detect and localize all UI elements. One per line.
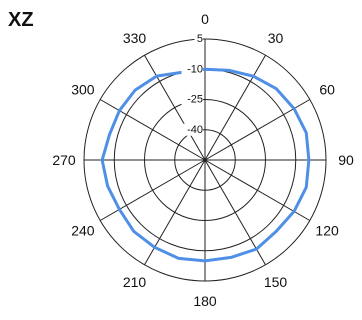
angle-label-300: 300: [71, 82, 95, 98]
grid-spoke-210: [144, 159, 206, 266]
grid-spoke-30: [204, 54, 266, 161]
grid-spoke-240: [99, 159, 206, 221]
angle-label-0: 0: [201, 11, 209, 27]
chart-title: XZ: [8, 9, 34, 31]
angle-label-30: 30: [268, 30, 284, 46]
angle-label-60: 60: [319, 82, 335, 98]
radial-tick-label-2: -25: [187, 94, 203, 106]
angle-label-210: 210: [123, 274, 147, 290]
radial-tick-label-0: 5: [197, 33, 203, 45]
angle-label-330: 330: [123, 30, 147, 46]
radial-label-bg-3: [181, 123, 203, 136]
angle-label-270: 270: [52, 152, 76, 168]
radial-tick-label-1: -10: [187, 63, 203, 75]
radial-tick-label-3: -40: [187, 124, 203, 136]
grid-spoke-300: [99, 99, 206, 161]
radial-label-bg-0: [194, 33, 203, 45]
grid-spoke-150: [204, 159, 266, 266]
angle-label-90: 90: [338, 152, 354, 168]
radial-label-bg-1: [181, 63, 203, 76]
angle-label-180: 180: [193, 293, 217, 309]
angle-label-150: 150: [264, 274, 288, 290]
series-line: [100, 67, 311, 263]
angle-label-120: 120: [315, 223, 339, 239]
grid-spoke-60: [204, 99, 311, 161]
grid-spoke-120: [204, 159, 311, 221]
radial-label-bg-2: [181, 93, 203, 106]
grid-spoke-330: [144, 54, 206, 161]
angle-label-240: 240: [71, 223, 95, 239]
